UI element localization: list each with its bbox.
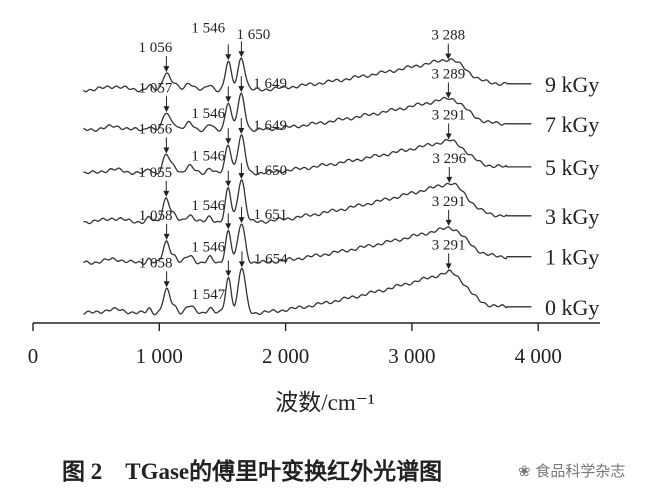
peak-label: 1 651 xyxy=(254,207,288,223)
peak-arrowhead xyxy=(163,106,170,113)
peak-arrowhead xyxy=(238,51,245,58)
peak-label: 1 546 xyxy=(191,20,225,36)
peak-label: 1 649 xyxy=(253,76,287,92)
peak-label: 1 058 xyxy=(139,255,173,271)
peak-label: 3 289 xyxy=(432,66,466,82)
peak-arrowhead xyxy=(238,128,245,135)
watermark-text: 食品科学杂志 xyxy=(535,462,626,480)
peak-arrowhead xyxy=(238,86,245,93)
peak-arrowhead xyxy=(446,176,453,183)
peak-label: 1 546 xyxy=(191,148,225,164)
x-tick-label: 1 000 xyxy=(136,344,183,368)
peak-arrowhead xyxy=(445,92,452,99)
peak-arrowhead xyxy=(225,223,232,230)
peak-arrowhead xyxy=(225,138,232,145)
peak-label: 1 654 xyxy=(254,251,288,267)
figure-caption: 图 2 TGase的傅里叶变换红外光谱图 xyxy=(62,452,442,486)
watermark: ❀ 食品科学杂志 xyxy=(518,462,626,480)
peak-label: 3 291 xyxy=(432,237,466,253)
peak-label: 1 057 xyxy=(139,80,173,96)
peak-label: 3 296 xyxy=(432,151,466,167)
series-label: 3 kGy xyxy=(545,204,599,229)
series-label: 1 kGy xyxy=(545,245,599,270)
peak-label: 1 649 xyxy=(253,118,287,134)
peak-label: 1 058 xyxy=(139,208,173,224)
peak-arrowhead xyxy=(163,281,170,288)
peak-arrowhead xyxy=(225,96,232,103)
peak-label: 3 291 xyxy=(432,194,466,210)
series-label: 7 kGy xyxy=(545,112,599,137)
peak-label: 1 546 xyxy=(191,198,225,214)
figure-number: 图 2 xyxy=(62,459,103,484)
spectrum-line-0-kGy xyxy=(83,267,532,316)
peak-arrowhead xyxy=(163,66,170,73)
peak-label: 1 547 xyxy=(192,287,226,303)
x-tick-label: 4 000 xyxy=(515,344,562,368)
x-axis-label: 波数/cm⁻¹ xyxy=(275,390,375,415)
peak-label: 3 291 xyxy=(432,107,466,123)
peak-arrowhead xyxy=(238,261,245,268)
series-label: 5 kGy xyxy=(545,155,599,180)
peak-label: 1 650 xyxy=(237,27,271,43)
spectrum-line-7-kGy xyxy=(83,92,532,133)
spectrum-line-1-kGy xyxy=(83,223,532,265)
x-tick-label: 0 xyxy=(28,344,39,368)
x-tick-label: 3 000 xyxy=(388,344,435,368)
figure-title: TGase的傅里叶变换红外光谱图 xyxy=(125,459,443,484)
peak-arrowhead xyxy=(445,53,452,60)
peak-arrowhead xyxy=(238,217,245,224)
peak-arrowhead xyxy=(225,270,232,277)
x-tick-label: 2 000 xyxy=(262,344,309,368)
peak-arrowhead xyxy=(163,147,170,154)
spectrum-line-3-kGy xyxy=(83,179,532,225)
peak-arrowhead xyxy=(238,172,245,179)
peak-label: 1 056 xyxy=(138,40,172,56)
peak-label: 3 288 xyxy=(431,28,465,44)
peak-arrowhead xyxy=(225,180,232,187)
spectrum-line-9-kGy xyxy=(83,57,532,93)
peak-arrowhead xyxy=(163,233,170,240)
peak-label: 1 546 xyxy=(191,106,225,122)
peak-arrowhead xyxy=(445,219,452,226)
series-label: 0 kGy xyxy=(545,295,599,320)
peak-arrowhead xyxy=(445,133,452,140)
spectrum-line-5-kGy xyxy=(83,134,532,176)
peak-label: 1 546 xyxy=(191,239,225,255)
peak-arrowhead xyxy=(445,263,452,270)
peak-arrowhead xyxy=(163,190,170,197)
ftir-chart: 0 1 000 2 000 3 000 4 000 波数/cm⁻¹ 0 kGy 1 058 1 … xyxy=(28,20,600,415)
peak-arrowhead xyxy=(225,54,232,61)
series-label: 9 kGy xyxy=(545,72,599,97)
